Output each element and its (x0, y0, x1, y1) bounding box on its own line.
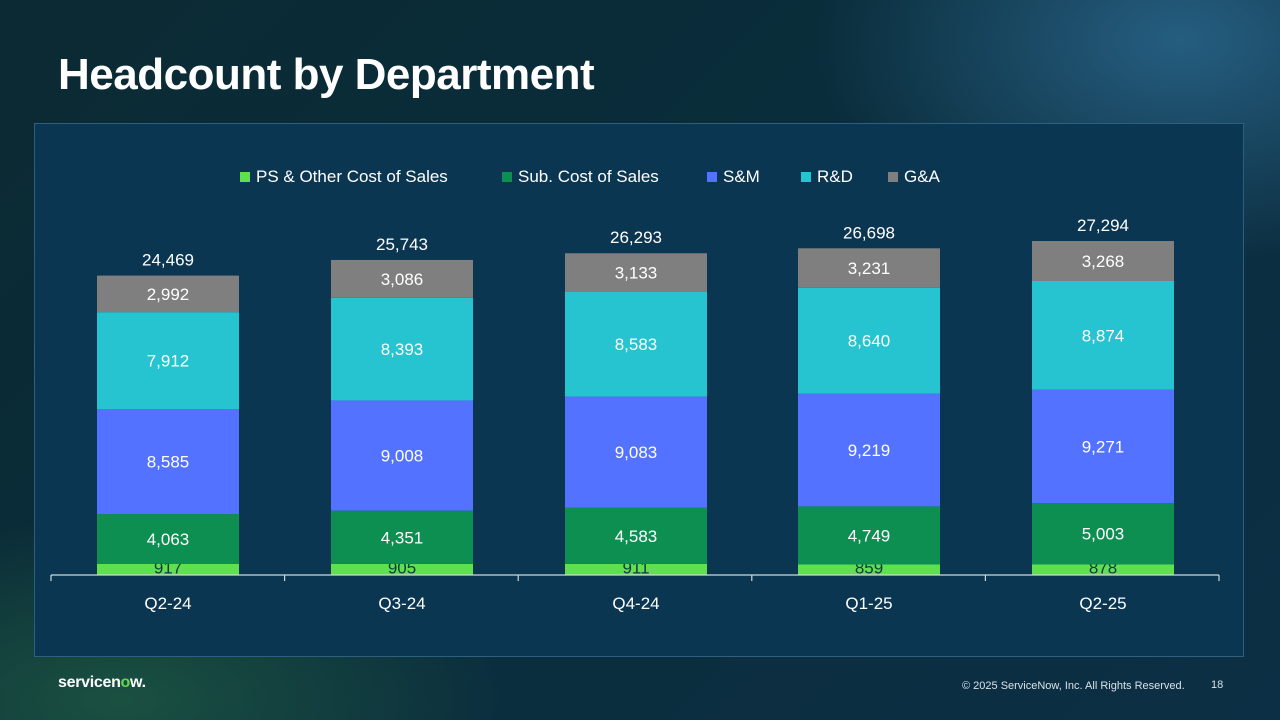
data-label-ga-Q2-24: 2,992 (147, 285, 190, 304)
servicenow-logo: servicenow. (58, 674, 146, 692)
data-label-rd-Q2-25: 8,874 (1082, 326, 1125, 345)
bar-ps-Q1-25 (798, 564, 940, 575)
logo-text-highlight: o (120, 674, 131, 691)
legend-swatch-sub (502, 172, 512, 182)
bar-sm-Q4-24 (565, 396, 707, 508)
legend-item-sub: Sub. Cost of Sales (502, 167, 659, 186)
legend-label-ps: PS & Other Cost of Sales (256, 167, 448, 186)
data-label-ga-Q2-25: 3,268 (1082, 252, 1125, 271)
bar-ps-Q4-24 (565, 563, 707, 575)
x-tick-label-Q1-25: Q1-25 (845, 594, 892, 613)
bar-rd-Q4-24 (565, 291, 707, 397)
data-label-ga-Q4-24: 3,133 (615, 263, 658, 282)
total-label-Q3-24: 25,743 (376, 235, 428, 254)
legend-label-sm: S&M (723, 167, 760, 186)
legend-swatch-ga (888, 172, 898, 182)
total-label-Q2-25: 27,294 (1077, 216, 1129, 235)
bar-sub-Q1-25 (798, 506, 940, 565)
data-label-sm-Q1-25: 9,219 (848, 441, 891, 460)
copyright-notice: © 2025 ServiceNow, Inc. All Rights Reser… (962, 680, 1185, 692)
bar-sub-Q3-24 (331, 510, 473, 564)
x-tick-label-Q4-24: Q4-24 (612, 594, 659, 613)
data-label-sm-Q3-24: 9,008 (381, 447, 424, 466)
legend-item-ps: PS & Other Cost of Sales (240, 167, 448, 186)
legend-label-sub: Sub. Cost of Sales (518, 167, 659, 186)
legend-label-rd: R&D (817, 167, 853, 186)
data-label-sub-Q4-24: 4,583 (615, 527, 658, 546)
bar-sub-Q4-24 (565, 507, 707, 564)
data-label-sm-Q2-24: 8,585 (147, 453, 190, 472)
x-tick-label-Q3-24: Q3-24 (378, 594, 425, 613)
bar-sub-Q2-25 (1032, 503, 1174, 565)
total-label-Q2-24: 24,469 (142, 251, 194, 270)
legend-item-sm: S&M (707, 167, 760, 186)
data-label-rd-Q2-24: 7,912 (147, 352, 190, 371)
legend-item-rd: R&D (801, 167, 853, 186)
bar-rd-Q3-24 (331, 297, 473, 401)
legend-swatch-rd (801, 172, 811, 182)
x-tick-label-Q2-24: Q2-24 (144, 594, 191, 613)
bar-sm-Q1-25 (798, 393, 940, 507)
legend-label-ga: G&A (904, 167, 941, 186)
x-tick-label-Q2-25: Q2-25 (1079, 594, 1126, 613)
bar-ps-Q3-24 (331, 563, 473, 575)
bar-ps-Q2-24 (97, 563, 239, 575)
data-label-rd-Q1-25: 8,640 (848, 332, 891, 351)
legend-swatch-sm (707, 172, 717, 182)
chart-panel: PS & Other Cost of Sales Sub. Cost of Sal… (34, 123, 1244, 657)
bar-ga-Q3-24 (331, 259, 473, 298)
data-label-ga-Q1-25: 3,231 (848, 259, 891, 278)
bar-sm-Q2-25 (1032, 389, 1174, 504)
data-label-sm-Q4-24: 9,083 (615, 443, 658, 462)
data-label-sub-Q2-24: 4,063 (147, 530, 190, 549)
data-label-rd-Q3-24: 8,393 (381, 340, 424, 359)
bar-ps-Q2-25 (1032, 564, 1174, 575)
bar-rd-Q1-25 (798, 287, 940, 394)
legend-swatch-ps (240, 172, 250, 182)
total-label-Q4-24: 26,293 (610, 228, 662, 247)
bar-sm-Q3-24 (331, 400, 473, 511)
legend-item-ga: G&A (888, 167, 941, 186)
data-label-ga-Q3-24: 3,086 (381, 270, 424, 289)
logo-text-suffix: w. (130, 674, 146, 691)
bar-ga-Q2-25 (1032, 241, 1174, 281)
total-label-Q1-25: 26,698 (843, 223, 895, 242)
bar-rd-Q2-24 (97, 312, 239, 410)
bar-rd-Q2-25 (1032, 280, 1174, 390)
data-label-sub-Q2-25: 5,003 (1082, 525, 1125, 544)
data-label-sm-Q2-25: 9,271 (1082, 437, 1125, 456)
bar-sub-Q2-24 (97, 514, 239, 564)
page-number: 18 (1211, 679, 1224, 691)
logo-text-prefix: servicen (58, 674, 121, 691)
slide-title: Headcount by Department (58, 50, 595, 99)
headcount-chart: PS & Other Cost of Sales Sub. Cost of Sal… (50, 167, 1220, 613)
bar-ga-Q1-25 (798, 248, 940, 288)
data-label-sub-Q1-25: 4,749 (848, 526, 891, 545)
bar-ga-Q2-24 (97, 275, 239, 313)
bar-ga-Q4-24 (565, 253, 707, 292)
data-label-rd-Q4-24: 8,583 (615, 335, 658, 354)
data-label-sub-Q3-24: 4,351 (381, 528, 424, 547)
bar-sm-Q2-24 (97, 409, 239, 515)
